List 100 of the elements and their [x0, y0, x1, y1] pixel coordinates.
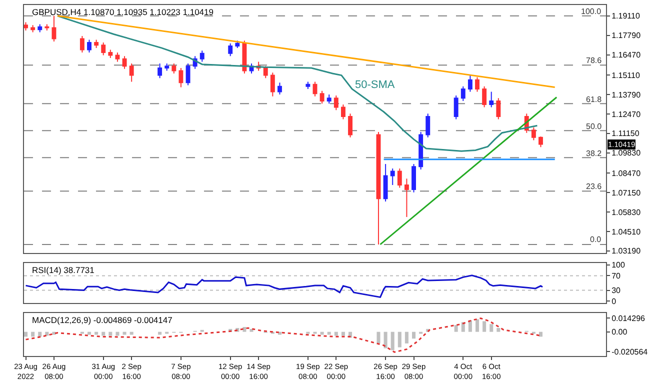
candlestick: [242, 40, 247, 74]
candlestick: [320, 90, 324, 104]
y-tick-label: -0.020564: [612, 348, 648, 357]
candlestick: [52, 15, 56, 42]
candlestick: [200, 50, 204, 62]
candlestick: [538, 136, 543, 148]
candlestick: [101, 42, 106, 56]
candlestick: [326, 94, 332, 104]
candlestick: [334, 94, 338, 111]
y-tick-label: 1.12470: [612, 110, 642, 119]
candlestick: [454, 94, 458, 120]
y-tick-label: 70: [612, 272, 622, 281]
chart-title: RSI(14) 38.7731: [32, 265, 95, 275]
candlestick: [115, 52, 120, 62]
y-tick-label: 1.19110: [612, 12, 640, 21]
candlestick: [235, 40, 240, 48]
candlestick: [312, 81, 318, 97]
candlestick: [390, 168, 395, 186]
annotation: 23.6: [586, 182, 602, 191]
annotation: 100.0: [581, 7, 602, 16]
candlestick: [87, 39, 92, 54]
bar: [24, 332, 28, 337]
candlestick: [24, 22, 28, 32]
candlestick: [348, 113, 352, 138]
chart-title: MACD(12,26,9) -0.004869 -0.004147: [32, 315, 173, 325]
candlestick: [340, 104, 346, 120]
candlestick: [496, 98, 501, 120]
bar: [496, 328, 500, 332]
candlestick: [80, 36, 84, 54]
candlestick: [489, 91, 494, 108]
candlestick: [397, 168, 402, 188]
candlestick: [44, 24, 50, 32]
y-tick-label: 0: [612, 296, 617, 306]
candlestick: [38, 24, 42, 33]
candlestick: [531, 126, 536, 141]
bar: [404, 332, 408, 344]
y-tick-label: 1.03190: [612, 246, 642, 256]
y-tick-label: 1.04510: [612, 227, 642, 236]
bar: [482, 321, 486, 332]
bar: [250, 328, 254, 332]
candlestick: [263, 66, 268, 79]
candlestick: [122, 56, 127, 70]
annotation: 0.0: [590, 235, 602, 244]
y-tick-label: 0.00: [612, 328, 628, 337]
annotation: 50.0: [586, 122, 602, 131]
bar: [384, 332, 388, 348]
y-tick-label: 1.09830: [612, 148, 642, 158]
bar: [412, 332, 416, 339]
line-series: [25, 274, 544, 298]
candlestick: [306, 81, 310, 90]
candlestick: [164, 62, 170, 72]
candlestick: [270, 72, 275, 97]
y-tick-label: 1.11150: [612, 129, 640, 138]
y-tick-label: 1.13790: [612, 90, 642, 100]
candlestick: [129, 62, 134, 82]
bar: [468, 320, 472, 332]
annotation: 38.2: [586, 149, 602, 158]
candlestick: [186, 62, 190, 86]
candlestick: [468, 74, 472, 92]
y-tick-label: 1.05830: [612, 208, 642, 217]
candlestick: [404, 178, 409, 218]
y-tick-label: 30: [612, 286, 622, 296]
bar: [242, 327, 246, 332]
chart-title: GBPUSD,H4 1.10870 1.10935 1.10223 1.10419: [32, 7, 214, 17]
candlestick: [278, 82, 282, 95]
annotation: 61.8: [586, 95, 602, 104]
bar: [454, 325, 458, 332]
candlestick: [376, 131, 381, 245]
bar: [461, 322, 465, 332]
candlestick: [30, 24, 36, 33]
y-tick-label: 1.17790: [612, 31, 642, 40]
candlestick: [178, 68, 184, 88]
candlestick: [228, 42, 233, 57]
line-series: [56, 15, 538, 152]
line-series: [25, 318, 542, 353]
candlestick: [482, 86, 487, 108]
bar: [490, 324, 494, 332]
bar: [398, 332, 402, 348]
candlestick: [158, 62, 162, 79]
y-tick-label: 100: [612, 260, 626, 270]
bar: [376, 332, 380, 344]
y-tick-label: 0.014296: [612, 314, 646, 323]
series-label: 50-SMA: [355, 79, 396, 91]
bar: [390, 332, 394, 350]
candlestick: [460, 86, 466, 102]
candlestick: [108, 49, 113, 58]
y-tick-label: 1.08470: [612, 168, 642, 178]
y-tick-label: 1.07150: [612, 188, 642, 198]
y-tick-label: 1.15110: [612, 70, 640, 80]
bar: [475, 319, 480, 332]
candlestick: [94, 39, 99, 48]
y-tick-label: 1.16470: [612, 50, 642, 60]
candlestick: [412, 163, 416, 193]
candlestick: [426, 113, 430, 138]
bar: [38, 332, 42, 337]
bar: [31, 332, 35, 337]
candlestick: [475, 76, 480, 92]
candlestick: [418, 131, 424, 170]
candlestick: [383, 163, 388, 202]
annotation: 78.6: [586, 56, 602, 65]
